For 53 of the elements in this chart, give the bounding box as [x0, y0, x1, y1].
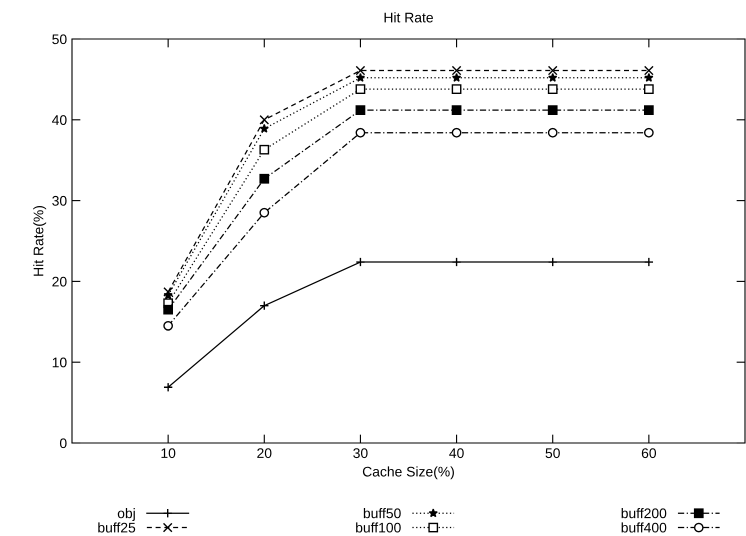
point [259, 144, 270, 155]
point [356, 66, 366, 76]
legend-label: buff50 [364, 508, 401, 518]
point [644, 128, 654, 138]
point [548, 66, 558, 76]
x-tick-label: 60 [642, 448, 656, 458]
point [356, 105, 366, 115]
point [548, 128, 558, 138]
point [548, 84, 558, 94]
point [356, 84, 366, 94]
point [644, 84, 654, 94]
y-tick-label: 50 [52, 34, 67, 44]
point [163, 304, 174, 315]
legend-label: buff400 [622, 522, 666, 533]
point [644, 72, 654, 82]
legend-label: obj [118, 508, 135, 521]
point [452, 84, 462, 94]
legend-label: buff100 [356, 522, 401, 533]
point [452, 66, 462, 76]
point [644, 66, 654, 76]
point [548, 105, 558, 115]
point [163, 320, 174, 331]
point [644, 105, 654, 115]
point [644, 257, 654, 267]
x-tick-label: 40 [449, 448, 464, 458]
point [548, 72, 558, 82]
x-tick-label: 30 [353, 448, 368, 458]
y-tick-label: 40 [52, 115, 67, 125]
y-tick-label: 10 [52, 358, 67, 368]
point [356, 128, 366, 138]
chart-title: Hit Rate [384, 12, 433, 22]
point [452, 105, 462, 115]
y-tick-label: 0 [60, 438, 67, 448]
point [259, 208, 270, 218]
legend-label: buff25 [98, 522, 136, 533]
x-tick-label: 10 [161, 448, 176, 458]
point [356, 257, 366, 267]
point [259, 114, 270, 125]
point [259, 174, 270, 184]
point [163, 287, 174, 297]
x-tick-label: 50 [546, 448, 560, 458]
point [356, 72, 366, 82]
y-tick-label: 20 [52, 276, 67, 287]
point [163, 290, 173, 300]
point [452, 128, 462, 138]
point [260, 124, 269, 133]
x-axis-title: Cache Size(%) [362, 466, 454, 480]
point [163, 382, 174, 392]
x-tick-label: 20 [257, 448, 272, 458]
legend-label: buff200 [622, 508, 666, 518]
point [452, 72, 462, 82]
y-tick-label: 30 [52, 196, 67, 206]
y-axis-title: Hit Rate(%) [33, 206, 46, 276]
